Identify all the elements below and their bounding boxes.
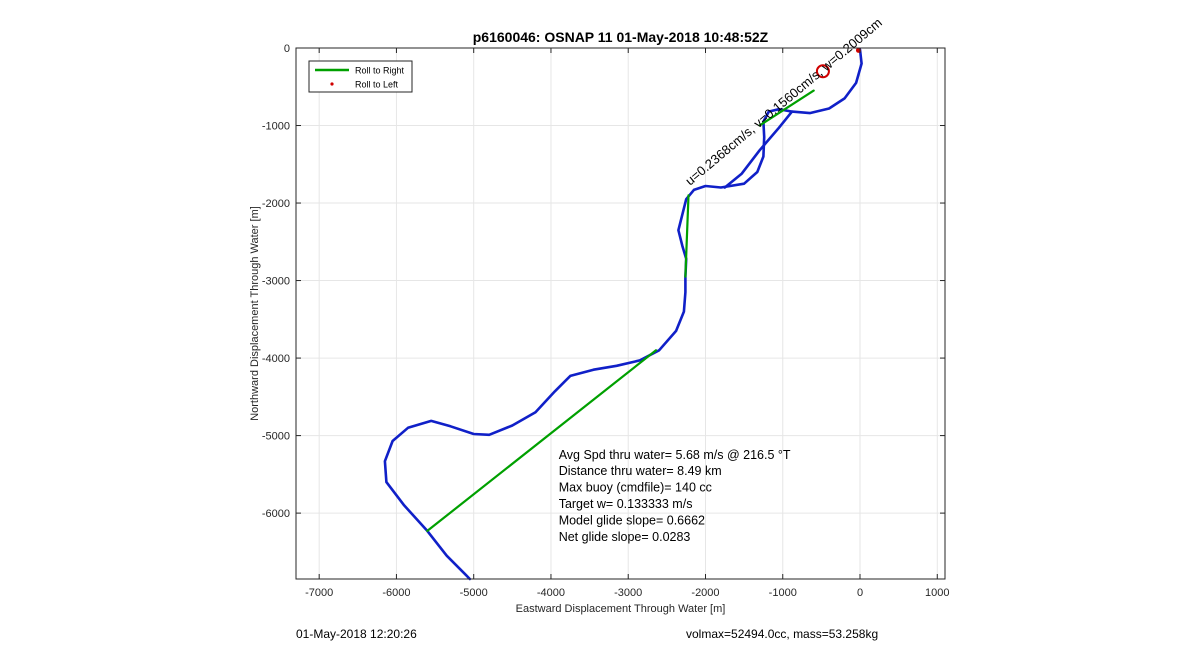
y-tick-label: -5000 [262,431,290,443]
x-tick-label: -7000 [305,587,333,599]
annotation-line: Net glide slope= 0.0283 [559,530,691,544]
y-tick-label: -2000 [262,198,290,210]
y-tick-label: -3000 [262,276,290,288]
legend-label: Roll to Right [355,66,405,76]
annotation-line: Distance thru water= 8.49 km [559,464,722,478]
x-axis-label: Eastward Displacement Through Water [m] [516,603,726,615]
x-tick-label: -4000 [537,587,565,599]
y-tick-label: -1000 [262,121,290,133]
series-track-path [383,48,863,581]
legend-swatch-dot [330,82,334,86]
y-tick-label: -6000 [262,508,290,520]
x-tick-label: -1000 [769,587,797,599]
annotation-line: Target w= 0.133333 m/s [559,497,693,511]
legend-label: Roll to Left [355,80,399,90]
footer-timestamp: 01-May-2018 12:20:26 [296,627,417,641]
axes-box [295,47,946,580]
series-roll-right-segment [684,194,690,278]
x-tick-label: -3000 [614,587,642,599]
x-tick-label: 0 [857,587,863,599]
footer-glider-params: volmax=52494.0cc, mass=53.258kg [686,627,879,641]
series-roll-right-segment [758,89,815,127]
series-track-path [723,110,794,189]
x-tick-label: 1000 [925,587,949,599]
annotation-line: Max buoy (cmdfile)= 140 cc [559,481,712,495]
plot-area [296,48,945,579]
x-tick-label: -5000 [460,587,488,599]
series-roll-right-segment [426,349,658,532]
chart-title: p6160046: OSNAP 11 01-May-2018 10:48:52Z [473,29,769,45]
annotation-line: Avg Spd thru water= 5.68 m/s @ 216.5 °T [559,448,791,462]
start-marker [815,64,830,79]
y-tick-label: -4000 [262,353,290,365]
legend-box [308,60,413,93]
annotation-line: Model glide slope= 0.6662 [559,513,705,527]
y-axis-label: Northward Displacement Through Water [m] [249,206,261,421]
y-tick-label: 0 [284,43,290,55]
x-tick-label: -6000 [382,587,410,599]
x-tick-label: -2000 [691,587,719,599]
